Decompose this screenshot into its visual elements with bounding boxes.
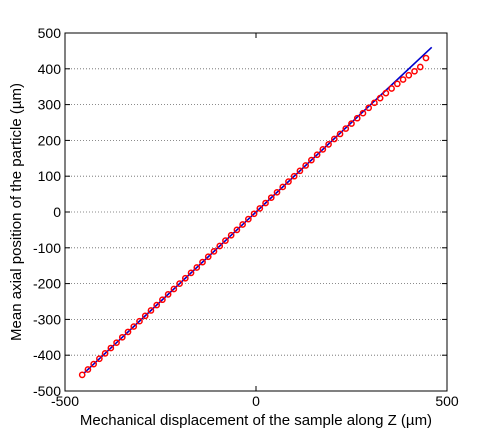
data-point <box>273 188 281 196</box>
data-point <box>204 253 212 261</box>
data-point <box>153 301 161 309</box>
y-tick-label: -200 <box>33 276 61 292</box>
data-point <box>279 183 287 191</box>
gridlines <box>65 68 447 356</box>
data-point <box>222 237 229 244</box>
data-point <box>147 307 155 314</box>
data-point <box>84 366 92 373</box>
data-point <box>302 162 310 169</box>
data-point <box>313 151 321 159</box>
y-tick-label: 0 <box>53 204 61 220</box>
data-point <box>267 194 275 202</box>
data-point <box>118 333 126 341</box>
data-point <box>113 339 120 347</box>
x-axis-label: Mechanical displacement of the sample al… <box>80 412 432 429</box>
data-point <box>399 76 407 83</box>
data-point <box>181 274 189 282</box>
data-point <box>382 89 390 97</box>
data-point <box>262 199 269 207</box>
data-point <box>227 231 235 239</box>
data-point <box>285 178 292 185</box>
y-tick-label: -400 <box>33 347 61 363</box>
data-point <box>233 226 241 234</box>
data-point <box>216 242 224 250</box>
data-point <box>101 350 109 357</box>
data-point <box>176 280 183 287</box>
data-point <box>411 67 418 75</box>
data-point <box>164 290 172 298</box>
y-axis-label: Mean axial position of the particle (µm) <box>8 83 25 341</box>
y-tick-label: 200 <box>38 132 62 148</box>
data-point <box>78 371 86 379</box>
y-tick-label: 400 <box>38 61 62 77</box>
x-tick-label: 0 <box>252 393 260 409</box>
data-point <box>330 135 338 143</box>
data-point <box>124 328 132 336</box>
data-point <box>365 104 373 112</box>
data-point <box>416 63 424 71</box>
data-point <box>136 317 143 325</box>
data-point <box>90 360 98 368</box>
data-point <box>371 99 378 107</box>
axis-ticks: -500 -400 -300 -200 -100 0 100 200 300 400 500 -500… <box>33 25 459 409</box>
y-tick-label: 500 <box>38 25 62 41</box>
y-tick-label: -300 <box>33 311 61 327</box>
data-point <box>376 94 384 102</box>
data-point <box>193 264 201 271</box>
y-tick-label: -500 <box>33 383 61 399</box>
data-point <box>199 258 206 266</box>
data-point <box>130 323 138 330</box>
data-point <box>210 248 218 255</box>
data-point <box>405 71 413 79</box>
data-point <box>245 215 252 223</box>
data-point <box>308 156 315 164</box>
data-point <box>359 109 367 117</box>
data-point <box>170 285 178 293</box>
data-point <box>187 269 195 277</box>
data-point <box>393 80 401 88</box>
series-layer <box>78 46 433 379</box>
data-point <box>353 114 361 122</box>
data-point <box>256 205 264 212</box>
data-point <box>388 85 395 92</box>
data-point <box>239 221 246 228</box>
y-tick-label: -100 <box>33 240 61 256</box>
data-point <box>296 167 304 175</box>
data-point <box>422 54 430 62</box>
data-point <box>159 296 166 304</box>
y-tick-label: 100 <box>38 168 62 184</box>
data-point <box>325 140 332 148</box>
data-point <box>290 172 298 180</box>
y-tick-label: 300 <box>38 97 62 113</box>
data-point <box>342 125 350 132</box>
data-point <box>250 210 258 218</box>
x-tick-label: 500 <box>435 393 459 409</box>
x-tick-label: -500 <box>51 393 79 409</box>
data-point <box>348 120 355 127</box>
data-point <box>319 146 327 153</box>
data-point <box>336 130 344 138</box>
data-point <box>141 312 149 320</box>
data-point <box>96 355 103 363</box>
data-point <box>107 344 115 352</box>
